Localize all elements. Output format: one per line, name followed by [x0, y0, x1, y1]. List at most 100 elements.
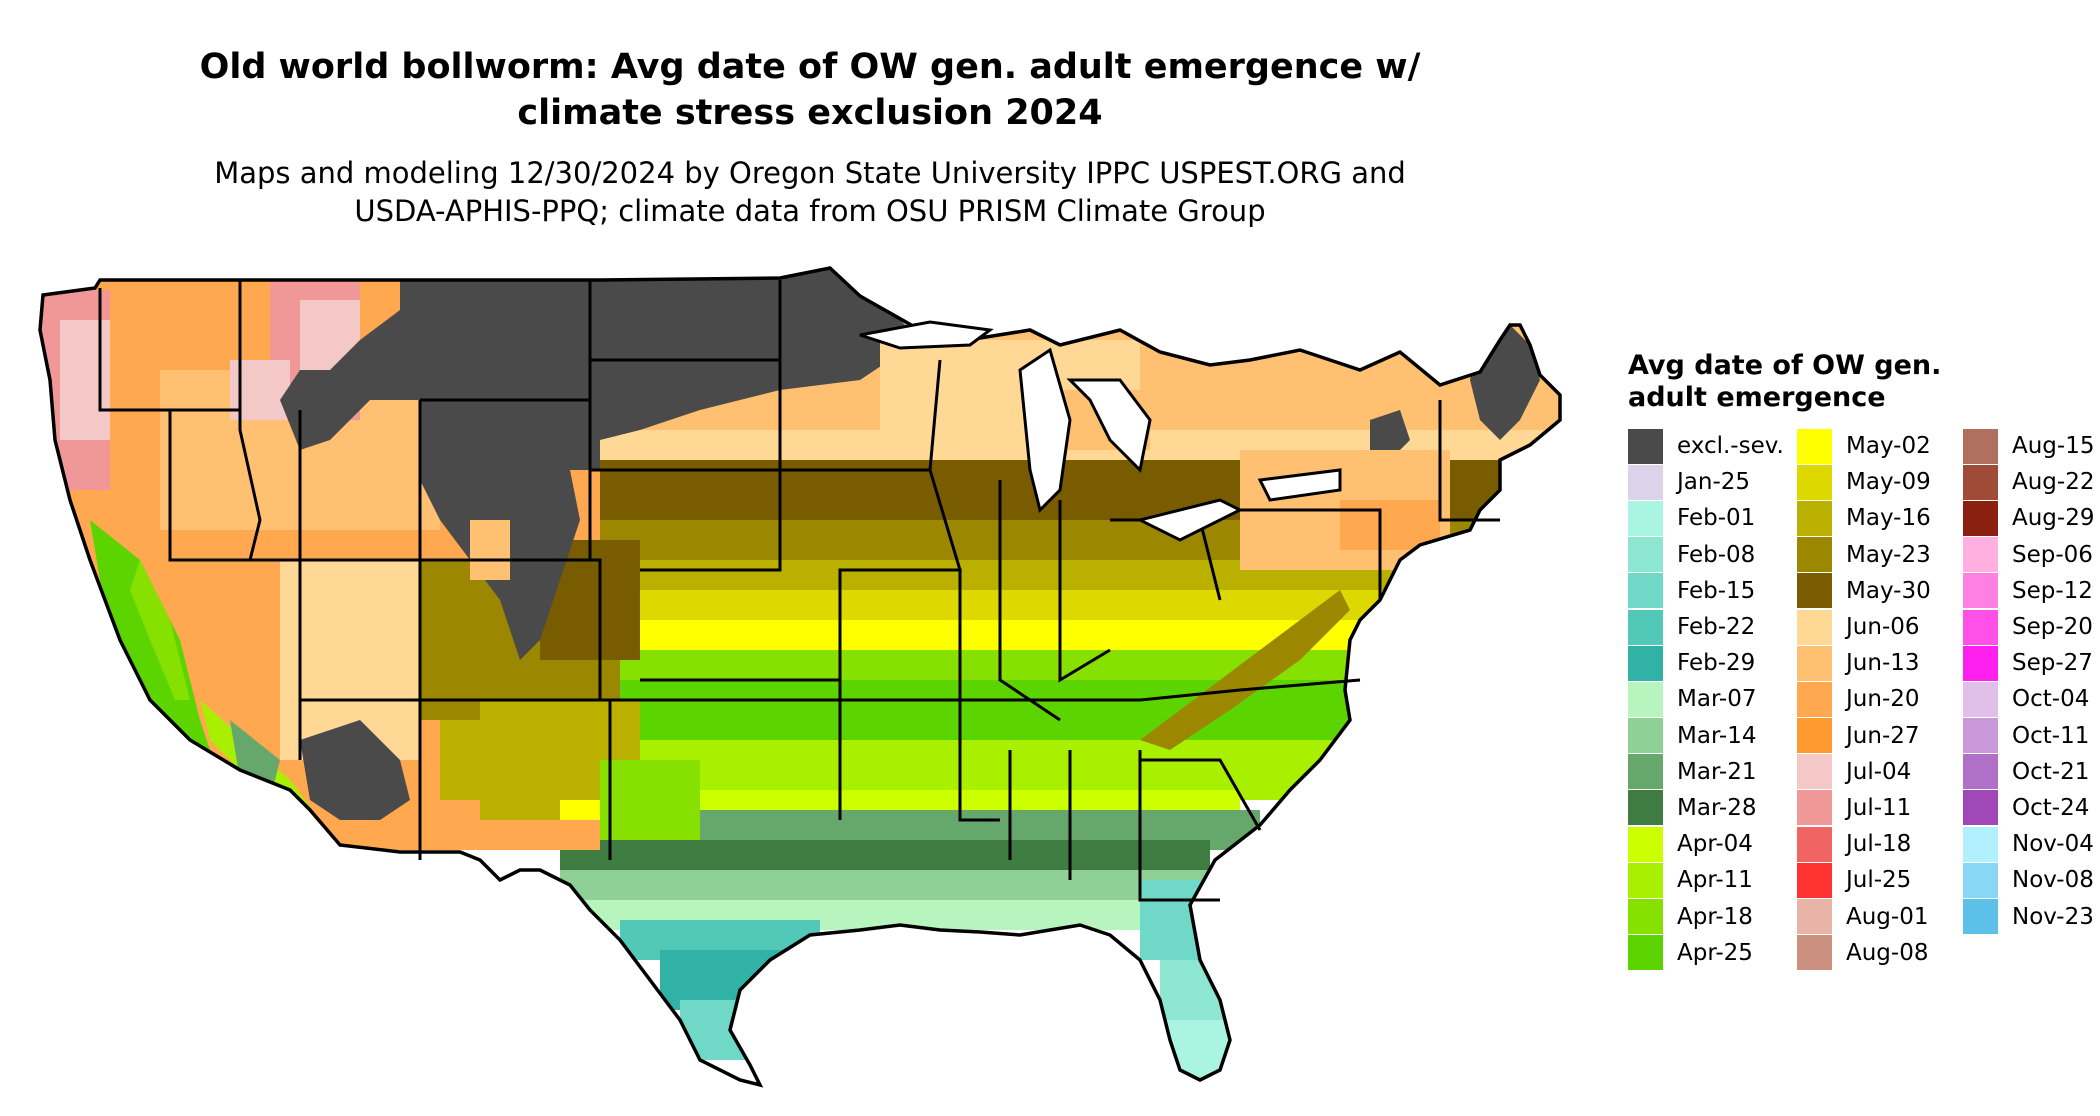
legend-label: Apr-18: [1677, 903, 1753, 930]
title-block: Old world bollworm: Avg date of OW gen. …: [40, 44, 1580, 230]
legend-item: Feb-15: [1628, 573, 1784, 609]
legend-item: Feb-29: [1628, 645, 1784, 681]
legend-swatch: [1797, 464, 1832, 500]
legend-swatch: [1963, 609, 1998, 645]
legend-title: Avg date of OW gen. adult emergence: [1628, 350, 1942, 413]
legend-label: May-23: [1846, 541, 1931, 568]
legend-swatch: [1963, 754, 1998, 790]
legend-label: Aug-08: [1846, 939, 1929, 966]
legend-column: May-02 May-09 May-16 May-23 May-30 Jun-06 Jun-…: [1797, 428, 1931, 971]
legend-item: Sep-06: [1963, 537, 2094, 573]
legend-item: Apr-11: [1628, 862, 1784, 898]
legend-label: Feb-15: [1677, 577, 1756, 604]
legend-item: Jul-25: [1797, 862, 1931, 898]
legend-item: Jan-25: [1628, 464, 1784, 500]
legend-item: May-16: [1797, 500, 1931, 536]
legend-swatch: [1797, 826, 1832, 862]
legend-item: May-02: [1797, 428, 1931, 464]
legend-item: Jun-13: [1797, 645, 1931, 681]
legend-swatch: [1963, 790, 1998, 826]
legend-label: Feb-08: [1677, 541, 1756, 568]
map-subtitle: Maps and modeling 12/30/2024 by Oregon S…: [214, 156, 1406, 228]
map-title: Old world bollworm: Avg date of OW gen. …: [199, 47, 1421, 133]
legend-label: Jun-20: [1846, 686, 1920, 713]
legend-swatch: [1797, 573, 1832, 609]
legend-item: Nov-23: [1963, 898, 2094, 935]
legend-swatch: [1628, 645, 1663, 681]
legend-item: Mar-07: [1628, 681, 1784, 717]
legend-label: Aug-01: [1846, 903, 1929, 930]
legend-label: Mar-28: [1677, 794, 1757, 821]
legend-swatch: [1628, 681, 1663, 717]
legend-item: Jul-18: [1797, 826, 1931, 862]
legend-label: Jun-27: [1846, 722, 1920, 749]
legend-label: Apr-11: [1677, 867, 1753, 894]
legend-label: Sep-20: [2012, 614, 2093, 641]
legend-label: Feb-01: [1677, 505, 1756, 532]
legend-swatch: [1628, 428, 1663, 464]
legend-label: Aug-15: [2012, 433, 2095, 460]
legend-swatch: [1628, 899, 1663, 935]
legend-swatch: [1963, 500, 1998, 536]
legend-label: Jun-06: [1846, 614, 1920, 641]
legend-swatch: [1963, 573, 1998, 609]
legend-swatch: [1797, 537, 1832, 573]
legend-label: Sep-12: [2012, 577, 2093, 604]
legend-item: Apr-18: [1628, 898, 1784, 935]
great-lakes: [859, 320, 1342, 542]
legend-label: Aug-22: [2012, 469, 2095, 496]
legend-label: Oct-04: [2012, 686, 2090, 713]
legend-item: Jul-11: [1797, 790, 1931, 826]
legend-swatch: [1963, 537, 1998, 573]
legend-item: Mar-14: [1628, 718, 1784, 754]
legend-label: Nov-23: [2012, 903, 2094, 930]
legend-label: Feb-22: [1677, 614, 1756, 641]
legend-item: Apr-04: [1628, 826, 1784, 862]
legend-swatch: [1963, 826, 1998, 862]
legend-swatch: [1797, 754, 1832, 790]
legend-label: Nov-08: [2012, 867, 2094, 894]
legend-swatch: [1963, 899, 1998, 935]
legend-label: Mar-21: [1677, 758, 1757, 785]
legend-item: Sep-27: [1963, 645, 2094, 681]
legend-label: Apr-25: [1677, 939, 1753, 966]
legend-label: Mar-14: [1677, 722, 1757, 749]
legend-swatch: [1628, 537, 1663, 573]
legend-swatch: [1628, 862, 1663, 898]
legend-label: May-30: [1846, 577, 1931, 604]
legend-item: Aug-29: [1963, 500, 2094, 536]
legend-swatch: [1628, 790, 1663, 826]
legend-swatch: [1963, 681, 1998, 717]
legend-swatch: [1628, 464, 1663, 500]
legend-label: May-09: [1846, 469, 1931, 496]
legend-item: May-09: [1797, 464, 1931, 500]
legend-swatch: [1797, 899, 1832, 935]
legend-item: Feb-08: [1628, 537, 1784, 573]
legend-item: Oct-24: [1963, 790, 2094, 826]
legend-label: Jul-25: [1846, 867, 1912, 894]
legend-column: excl.-sev. Jan-25 Feb-01 Feb-08 Feb-15 Feb-22…: [1628, 428, 1784, 971]
legend-swatch: [1963, 718, 1998, 754]
legend-item: Jul-04: [1797, 754, 1931, 790]
legend-item: Sep-12: [1963, 573, 2094, 609]
legend-item: Jun-20: [1797, 681, 1931, 717]
legend-label: Jul-04: [1846, 758, 1912, 785]
legend-swatch: [1797, 500, 1832, 536]
legend-item: Apr-25: [1628, 935, 1784, 971]
legend-label: Apr-04: [1677, 831, 1753, 858]
legend-label: Feb-29: [1677, 650, 1756, 677]
legend-label: Jan-25: [1677, 469, 1751, 496]
legend-item: Jun-06: [1797, 609, 1931, 645]
legend-item: Aug-22: [1963, 464, 2094, 500]
legend-label: Oct-11: [2012, 722, 2090, 749]
legend-swatch: [1963, 428, 1998, 464]
legend-item: Oct-11: [1963, 718, 2094, 754]
legend-item: Aug-01: [1797, 898, 1931, 935]
legend-swatch: [1797, 790, 1832, 826]
legend-item: Jun-27: [1797, 718, 1931, 754]
legend-item: Nov-04: [1963, 826, 2094, 862]
legend-item: Feb-01: [1628, 500, 1784, 536]
legend-label: Jun-13: [1846, 650, 1920, 677]
legend-swatch: [1797, 935, 1832, 971]
